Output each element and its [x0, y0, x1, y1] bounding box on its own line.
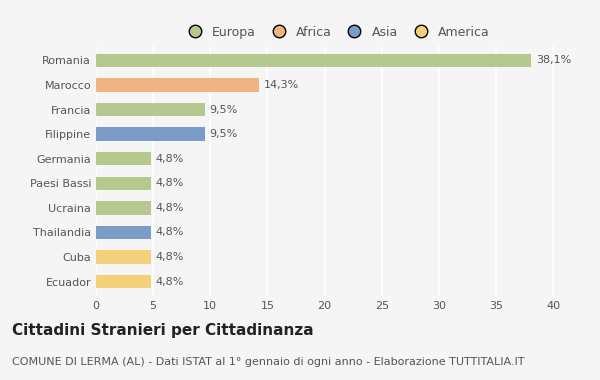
Bar [96, 78, 259, 92]
Text: 38,1%: 38,1% [536, 55, 571, 65]
Legend: Europa, Africa, Asia, America: Europa, Africa, Asia, America [178, 22, 494, 42]
Bar [96, 226, 151, 239]
Bar [96, 177, 151, 190]
Text: 4,8%: 4,8% [155, 178, 184, 188]
Text: 9,5%: 9,5% [209, 129, 238, 139]
Text: 4,8%: 4,8% [155, 277, 184, 287]
Bar [96, 250, 151, 264]
Text: 14,3%: 14,3% [264, 80, 299, 90]
Bar [96, 103, 205, 116]
Bar [96, 127, 205, 141]
Bar [96, 201, 151, 215]
Text: 4,8%: 4,8% [155, 228, 184, 238]
Bar [96, 275, 151, 288]
Text: 4,8%: 4,8% [155, 252, 184, 262]
Text: 4,8%: 4,8% [155, 203, 184, 213]
Text: COMUNE DI LERMA (AL) - Dati ISTAT al 1° gennaio di ogni anno - Elaborazione TUTT: COMUNE DI LERMA (AL) - Dati ISTAT al 1° … [12, 357, 524, 367]
Bar [96, 54, 532, 67]
Text: Cittadini Stranieri per Cittadinanza: Cittadini Stranieri per Cittadinanza [12, 323, 314, 338]
Text: 9,5%: 9,5% [209, 105, 238, 114]
Bar [96, 152, 151, 165]
Text: 4,8%: 4,8% [155, 154, 184, 164]
